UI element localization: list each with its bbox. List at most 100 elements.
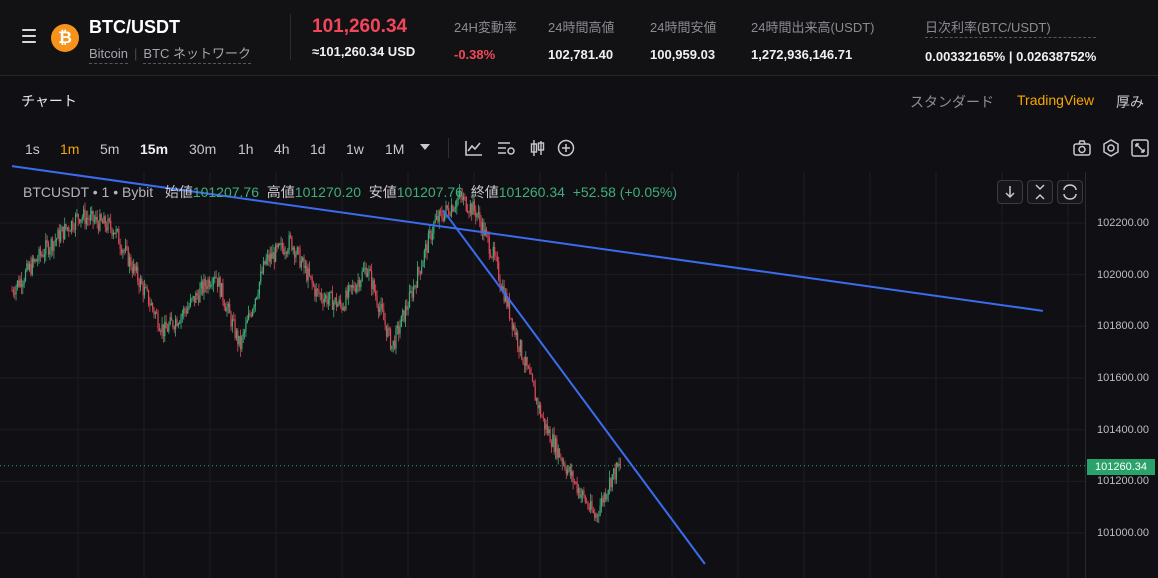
candle <box>329 291 331 300</box>
candle <box>103 216 105 224</box>
candle <box>176 319 178 326</box>
candle <box>375 291 377 297</box>
candle <box>197 295 200 303</box>
legend-high-label: 高値 <box>266 184 295 200</box>
menu-icon[interactable] <box>22 29 40 45</box>
candle <box>388 328 390 330</box>
candle <box>592 510 594 513</box>
dropdown-caret-icon[interactable] <box>418 141 438 159</box>
candle <box>162 324 165 337</box>
y-tick-label: 102000.00 <box>1097 268 1149 281</box>
candle <box>284 252 286 255</box>
candle <box>281 242 283 249</box>
candle <box>577 488 580 493</box>
candle <box>472 201 474 215</box>
candle <box>408 291 411 308</box>
candle <box>265 258 267 265</box>
add-compare-icon[interactable] <box>556 139 576 157</box>
candle <box>218 277 220 287</box>
trendline <box>442 209 706 565</box>
candle <box>206 286 208 289</box>
candle <box>494 246 496 256</box>
candles-icon[interactable] <box>528 139 548 157</box>
candle <box>283 248 285 255</box>
camera-icon[interactable] <box>1072 139 1092 157</box>
timeframe-4h[interactable]: 4h <box>274 141 290 157</box>
timeframe-1M[interactable]: 1M <box>385 141 405 157</box>
candle <box>216 277 219 287</box>
candle <box>594 512 596 518</box>
candle <box>130 257 132 269</box>
candle <box>166 328 169 332</box>
candle <box>96 216 98 223</box>
candle <box>614 468 616 480</box>
scroll-to-latest-button[interactable] <box>997 180 1023 204</box>
candle <box>212 278 215 285</box>
settings-icon[interactable] <box>1101 139 1121 157</box>
coin-name[interactable]: Bitcoin <box>89 46 129 64</box>
y-tick-label: 102200.00 <box>1097 217 1149 229</box>
candle <box>366 273 369 277</box>
candle <box>249 313 251 315</box>
candle <box>404 305 407 322</box>
timeframe-1s[interactable]: 1s <box>25 141 40 157</box>
candle <box>118 229 120 245</box>
candle <box>468 212 470 214</box>
last-price-label: 101260.34 <box>1087 459 1155 475</box>
candle <box>356 285 358 292</box>
candle <box>376 296 378 306</box>
candle <box>481 222 484 233</box>
candle <box>423 250 425 262</box>
candle <box>108 218 110 221</box>
fullscreen-icon[interactable] <box>1130 139 1150 157</box>
candle <box>571 471 573 476</box>
candle <box>73 229 75 231</box>
view-depth[interactable]: 厚み <box>1116 94 1144 110</box>
candle <box>260 271 262 283</box>
reset-view-button[interactable] <box>1057 180 1083 204</box>
timeframe-1d[interactable]: 1d <box>310 141 326 157</box>
candle <box>34 259 36 262</box>
candle <box>81 217 83 220</box>
candle <box>145 286 147 288</box>
view-standard[interactable]: スタンダード <box>910 94 994 110</box>
candle <box>417 267 419 288</box>
view-tradingview[interactable]: TradingView <box>1017 92 1095 108</box>
candle <box>331 291 334 310</box>
stat-label[interactable]: 日次利率(BTC/USDT) <box>925 17 1097 38</box>
candle <box>241 336 243 350</box>
candle <box>384 320 386 326</box>
candle <box>15 286 17 295</box>
candle <box>293 247 296 258</box>
pair-title[interactable]: BTC/USDT <box>89 17 180 37</box>
candle <box>510 317 512 319</box>
timeframe-30m[interactable]: 30m <box>189 141 217 157</box>
candle <box>93 219 96 222</box>
timeframe-1h[interactable]: 1h <box>238 141 254 157</box>
candle <box>465 197 467 211</box>
candle <box>479 212 481 221</box>
candle <box>188 306 190 309</box>
candle <box>519 340 521 352</box>
candle <box>490 253 492 258</box>
timeframe-1w[interactable]: 1w <box>346 141 364 157</box>
candle <box>111 228 113 236</box>
collapse-button[interactable] <box>1027 180 1053 204</box>
candle <box>507 299 509 307</box>
legend-interval: 1 <box>101 184 110 200</box>
timeframe-5m[interactable]: 5m <box>100 141 120 157</box>
pair-subtitle: Bitcoin | BTC ネットワーク <box>89 43 252 64</box>
candle <box>383 310 385 321</box>
candle <box>560 457 562 459</box>
chart-settings-icon[interactable] <box>496 139 516 157</box>
price-axis[interactable] <box>1085 172 1158 578</box>
network-name[interactable]: BTC ネットワーク <box>143 46 252 64</box>
candle <box>262 261 265 274</box>
candle <box>273 251 275 262</box>
candle <box>231 319 233 327</box>
timeframe-1m[interactable]: 1m <box>60 141 80 157</box>
indicators-icon[interactable] <box>464 139 484 157</box>
timeframe-15m[interactable]: 15m <box>140 141 169 157</box>
candle <box>298 247 300 249</box>
